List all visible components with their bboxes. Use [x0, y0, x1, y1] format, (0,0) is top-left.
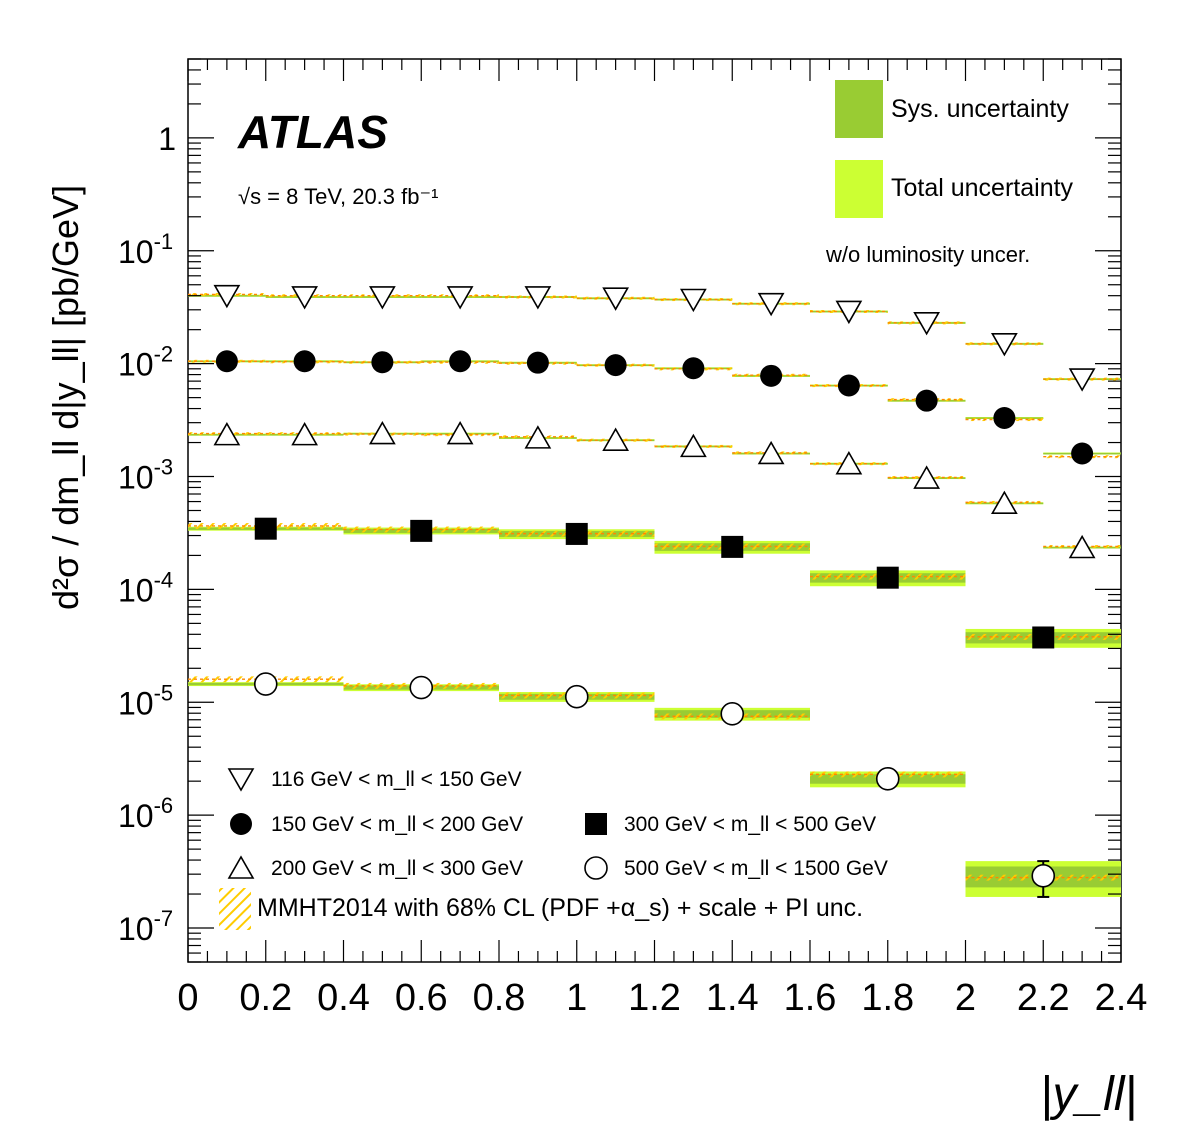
uncertainty-bands: [188, 294, 1121, 897]
data-point: [760, 364, 783, 387]
x-tick-labels: 0 0.2 0.4 0.6 0.8 1 1.2 1.4 1.6 1.8 2 2.2 2.4: [177, 977, 1147, 1019]
x-tick-label: 0.4: [317, 977, 370, 1019]
data-point: [604, 354, 627, 377]
x-axis-label: |y_ll|: [1040, 1068, 1137, 1121]
x-tick-label: 0.8: [473, 977, 526, 1019]
data-point: [213, 284, 241, 309]
legend-note: w/o luminosity uncer.: [825, 242, 1030, 267]
legend-marker: [227, 855, 255, 879]
data-point: [602, 427, 630, 451]
data-point: [757, 440, 785, 465]
x-tick-label: 1.4: [706, 977, 759, 1019]
data-point: [565, 522, 588, 545]
experiment-label: ATLAS: [237, 106, 388, 158]
data-point: [449, 350, 472, 373]
data-point: [524, 425, 552, 449]
x-tick-label: 1.2: [628, 977, 681, 1019]
data-point: [524, 286, 552, 310]
data-point: [876, 566, 899, 589]
y-tick-label: 10-5: [118, 680, 173, 721]
legend-theory-swatch: [219, 888, 251, 930]
data-point: [913, 465, 941, 489]
data-point: [1068, 368, 1096, 392]
data-point: [682, 357, 705, 380]
legend-total-swatch: [835, 160, 883, 218]
series-legend: 116 GeV < m_ll < 150 GeV 150 GeV < m_ll <…: [227, 768, 888, 880]
y-tick-label: 10-1: [118, 229, 173, 270]
data-point: [875, 766, 900, 791]
data-point: [1071, 442, 1094, 465]
legend-series-label: 200 GeV < m_ll < 300 GeV: [271, 857, 523, 880]
data-point: [720, 702, 745, 726]
data-point: [446, 420, 474, 445]
legend-sys-swatch: [835, 80, 883, 138]
y-tick-label: 10-6: [118, 793, 173, 834]
data-point: [368, 420, 396, 445]
data-point: [913, 312, 941, 336]
x-tick-label: 0: [177, 977, 198, 1019]
data-point: [721, 535, 744, 558]
legend-marker: [227, 768, 255, 792]
data-point: [564, 684, 589, 709]
data-point: [215, 350, 238, 373]
y-tick-label: 10-3: [118, 455, 173, 496]
x-tick-label: 2.4: [1095, 977, 1148, 1019]
data-point: [446, 286, 474, 310]
axis-ticks: [187, 58, 1122, 963]
y-tick-label: 10-7: [118, 906, 173, 947]
data-point: [371, 351, 394, 374]
data-point: [409, 675, 434, 700]
energy-label: √s = 8 TeV, 20.3 fb⁻¹: [238, 184, 438, 209]
data-point: [291, 286, 319, 310]
data-point: [990, 332, 1018, 357]
legend-marker: [230, 813, 252, 835]
data-point: [526, 351, 549, 374]
data-point: [1068, 534, 1096, 559]
y-tick-label: 1: [158, 121, 176, 157]
data-point: [293, 350, 316, 373]
x-tick-label: 1: [566, 977, 587, 1019]
y-axis-label: d²σ / dm_ll d|y_ll| [pb/GeV]: [45, 185, 86, 610]
data-point: [835, 451, 863, 475]
data-point: [993, 406, 1016, 429]
data-point: [253, 672, 278, 696]
y-tick-labels: 10-7 10-6 10-5 10-4 10-3 10-2 10-1 1: [118, 121, 176, 947]
x-tick-label: 2.2: [1017, 977, 1070, 1019]
data-point: [410, 519, 433, 542]
data-point: [1031, 864, 1056, 888]
data-point: [368, 286, 396, 310]
data-markers: [213, 284, 1096, 898]
data-point: [254, 517, 277, 540]
theory-predictions: [188, 293, 1121, 881]
legend-marker: [585, 813, 607, 835]
data-point: [757, 292, 785, 317]
legend-total-label: Total uncertainty: [891, 174, 1074, 202]
data-point: [990, 490, 1018, 515]
legend-marker: [584, 856, 608, 880]
legend-series-label: 500 GeV < m_ll < 1500 GeV: [624, 857, 888, 880]
x-tick-label: 0.6: [395, 977, 448, 1019]
legend-series-label: 150 GeV < m_ll < 200 GeV: [271, 813, 523, 836]
y-tick-label: 10-4: [118, 567, 173, 608]
x-tick-label: 2: [955, 977, 976, 1019]
legend-sys-label: Sys. uncertainty: [891, 95, 1069, 123]
x-tick-label: 1.6: [784, 977, 837, 1019]
data-point: [1032, 626, 1055, 649]
data-point: [835, 300, 863, 325]
x-tick-label: 1.8: [861, 977, 914, 1019]
data-point: [915, 389, 938, 412]
data-point: [291, 422, 319, 446]
x-tick-label: 0.2: [239, 977, 292, 1019]
y-tick-label: 10-2: [118, 342, 173, 383]
data-point: [213, 422, 241, 446]
legend-series-label: 116 GeV < m_ll < 150 GeV: [271, 768, 522, 791]
data-point: [602, 287, 630, 311]
legend-series-label: 300 GeV < m_ll < 500 GeV: [624, 813, 876, 836]
legend-theory-label: MMHT2014 with 68% CL (PDF +α_s) + scale …: [257, 894, 863, 922]
data-point: [837, 374, 860, 397]
data-point: [679, 288, 707, 313]
data-point: [679, 433, 707, 458]
